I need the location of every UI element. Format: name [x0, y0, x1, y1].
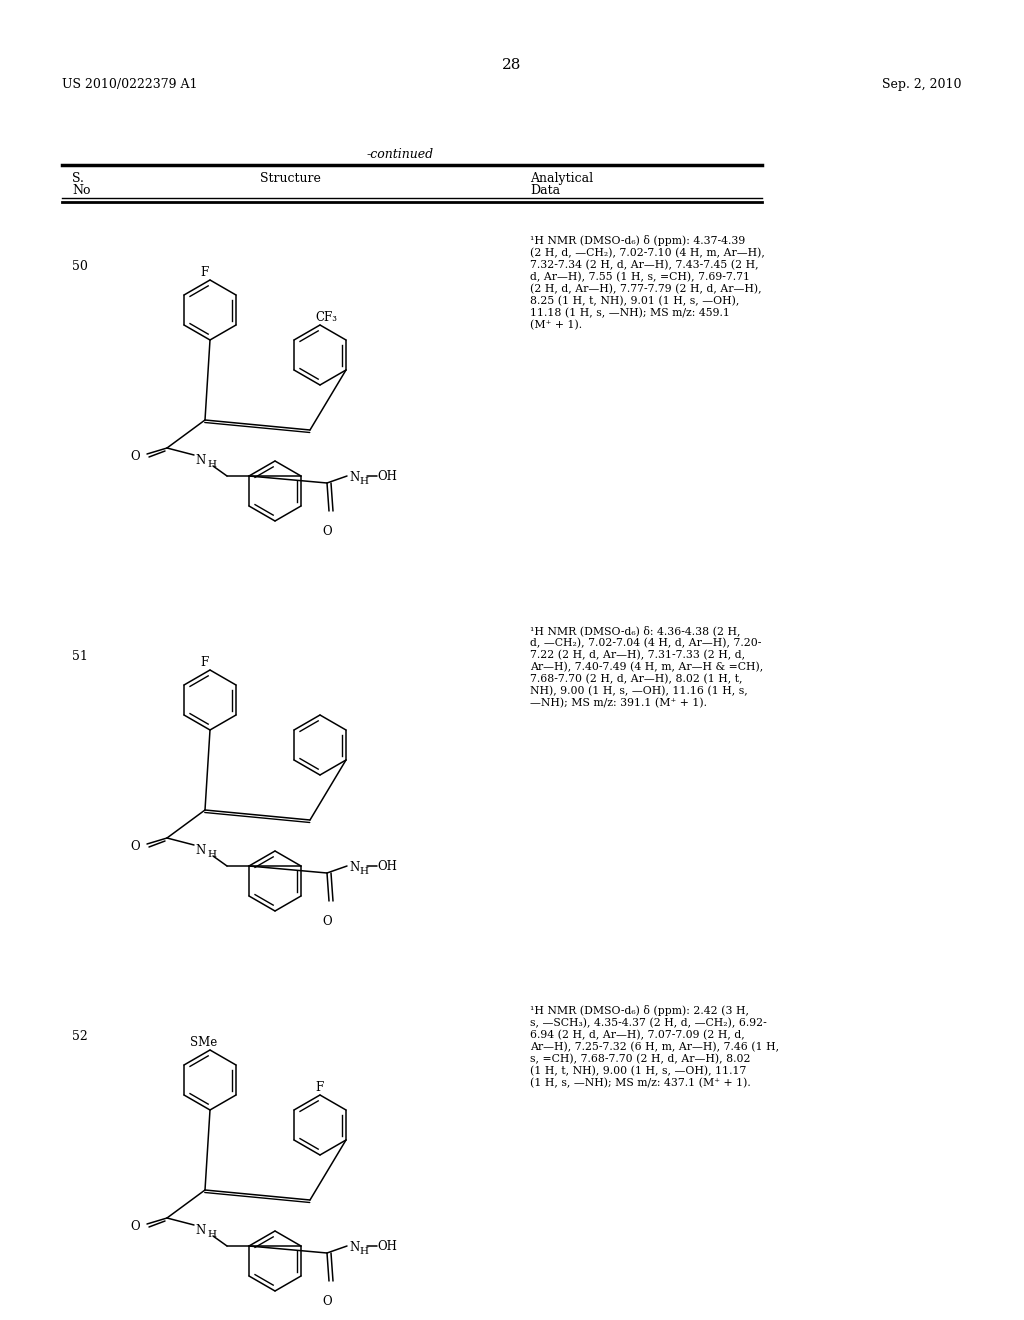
Text: S.: S.	[72, 172, 84, 185]
Text: H: H	[359, 1247, 368, 1257]
Text: H: H	[359, 477, 368, 486]
Text: F: F	[200, 267, 208, 279]
Text: N: N	[195, 454, 205, 467]
Text: F: F	[200, 656, 208, 669]
Text: CF₃: CF₃	[315, 312, 337, 323]
Text: OH: OH	[377, 1239, 397, 1253]
Text: O: O	[323, 915, 332, 928]
Text: Data: Data	[530, 183, 560, 197]
Text: Structure: Structure	[259, 172, 321, 185]
Text: 28: 28	[503, 58, 521, 73]
Text: 52: 52	[72, 1030, 88, 1043]
Text: SMe: SMe	[190, 1036, 218, 1049]
Text: 51: 51	[72, 649, 88, 663]
Text: O: O	[130, 450, 140, 463]
Text: ¹H NMR (DMSO-d₆) δ (ppm): 2.42 (3 H,
s, —SCH₃), 4.35-4.37 (2 H, d, —CH₂), 6.92-
: ¹H NMR (DMSO-d₆) δ (ppm): 2.42 (3 H, s, …	[530, 1005, 779, 1088]
Text: Analytical: Analytical	[530, 172, 593, 185]
Text: OH: OH	[377, 861, 397, 873]
Text: US 2010/0222379 A1: US 2010/0222379 A1	[62, 78, 198, 91]
Text: ¹H NMR (DMSO-d₆) δ: 4.36-4.38 (2 H,
d, —CH₂), 7.02-7.04 (4 H, d, Ar—H), 7.20-
7.: ¹H NMR (DMSO-d₆) δ: 4.36-4.38 (2 H, d, —…	[530, 624, 763, 708]
Text: ¹H NMR (DMSO-d₆) δ (ppm): 4.37-4.39
(2 H, d, —CH₂), 7.02-7.10 (4 H, m, Ar—H),
7.: ¹H NMR (DMSO-d₆) δ (ppm): 4.37-4.39 (2 H…	[530, 235, 765, 330]
Text: -continued: -continued	[367, 148, 433, 161]
Text: O: O	[323, 525, 332, 539]
Text: N: N	[349, 861, 359, 874]
Text: Sep. 2, 2010: Sep. 2, 2010	[883, 78, 962, 91]
Text: H: H	[359, 867, 368, 876]
Text: No: No	[72, 183, 90, 197]
Text: O: O	[130, 840, 140, 853]
Text: H: H	[207, 1230, 216, 1239]
Text: O: O	[323, 1295, 332, 1308]
Text: N: N	[349, 471, 359, 484]
Text: H: H	[207, 459, 216, 469]
Text: N: N	[195, 843, 205, 857]
Text: OH: OH	[377, 470, 397, 483]
Text: H: H	[207, 850, 216, 859]
Text: O: O	[130, 1220, 140, 1233]
Text: F: F	[315, 1081, 324, 1094]
Text: N: N	[195, 1224, 205, 1237]
Text: 50: 50	[72, 260, 88, 273]
Text: N: N	[349, 1241, 359, 1254]
